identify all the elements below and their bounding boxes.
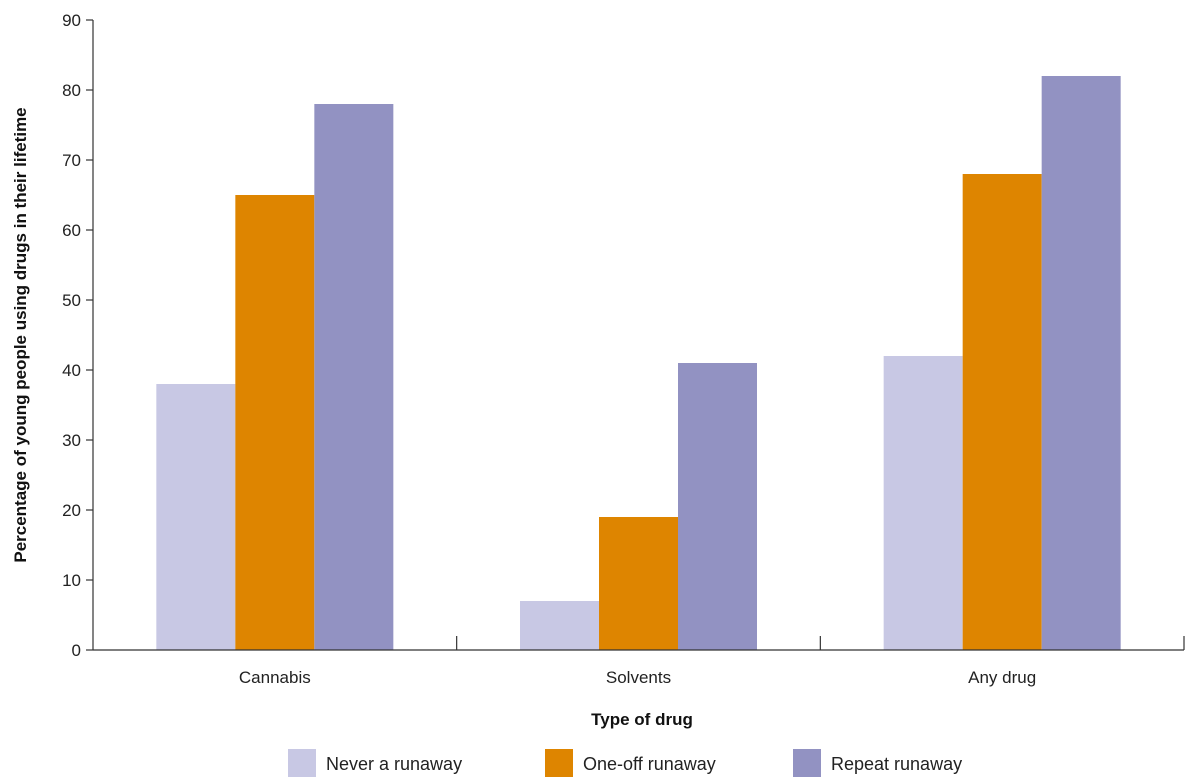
axes-group bbox=[92, 20, 1184, 651]
bar bbox=[678, 363, 757, 650]
legend: Never a runaway One-off runaway Repeat run… bbox=[288, 749, 962, 777]
y-tick-label: 10 bbox=[62, 571, 81, 590]
bar bbox=[235, 195, 315, 650]
x-tick-label: Cannabis bbox=[239, 668, 311, 687]
legend-swatch bbox=[545, 749, 573, 777]
x-axis-title: Type of drug bbox=[591, 710, 693, 729]
y-tick-label: 60 bbox=[62, 221, 81, 240]
x-tick-label: Any drug bbox=[968, 668, 1036, 687]
y-tick-label: 20 bbox=[62, 501, 81, 520]
legend-swatch bbox=[288, 749, 316, 777]
y-tick-label: 30 bbox=[62, 431, 81, 450]
x-tick-label: Solvents bbox=[606, 668, 671, 687]
bar bbox=[599, 517, 678, 650]
legend-label: Repeat runaway bbox=[831, 754, 962, 774]
y-tick-label: 0 bbox=[72, 641, 81, 660]
bar bbox=[883, 356, 963, 650]
bar bbox=[156, 384, 236, 650]
bars-group bbox=[156, 76, 1121, 650]
legend-label: One-off runaway bbox=[583, 754, 716, 774]
y-axis-title: Percentage of young people using drugs i… bbox=[11, 107, 30, 562]
bar bbox=[962, 174, 1042, 650]
y-ticks-group: 0 10 20 30 40 50 60 70 80 90 bbox=[62, 11, 93, 660]
y-tick-label: 40 bbox=[62, 361, 81, 380]
legend-swatch bbox=[793, 749, 821, 777]
y-tick-label: 50 bbox=[62, 291, 81, 310]
bar bbox=[314, 104, 394, 650]
y-tick-label: 70 bbox=[62, 151, 81, 170]
bar bbox=[520, 601, 599, 650]
legend-label: Never a runaway bbox=[326, 754, 462, 774]
y-tick-label: 80 bbox=[62, 81, 81, 100]
bar bbox=[1041, 76, 1121, 650]
x-ticks-group: Cannabis Solvents Any drug bbox=[239, 636, 1185, 687]
y-tick-label: 90 bbox=[62, 11, 81, 30]
